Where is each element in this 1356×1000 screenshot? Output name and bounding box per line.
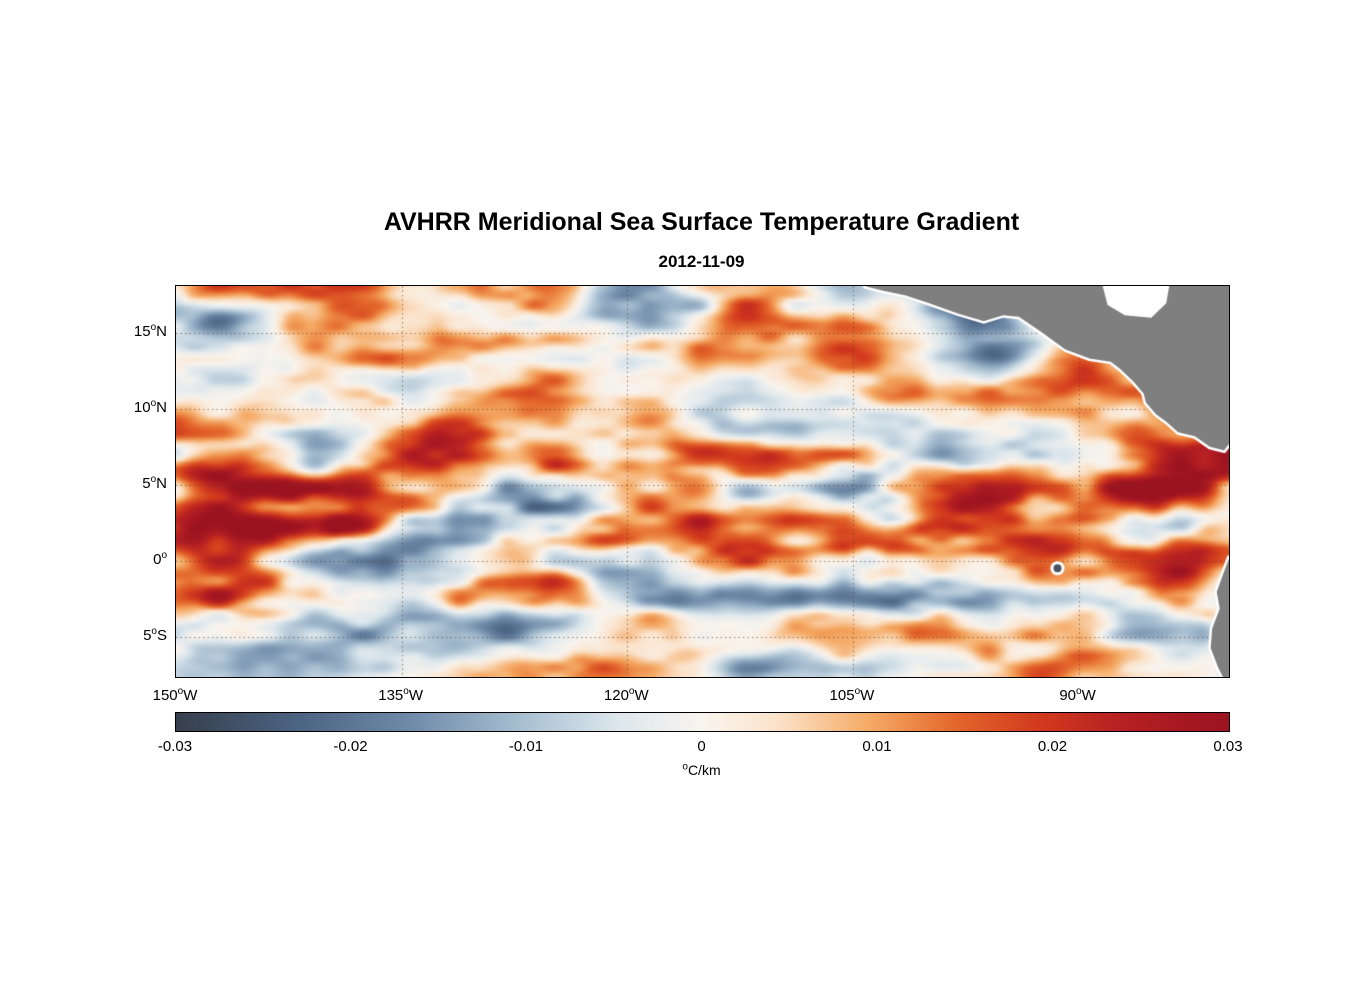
colorbar-tick-label: 0.03 <box>1213 738 1243 755</box>
x-tick-label: 120oW <box>603 686 649 705</box>
x-tick-label: 105oW <box>829 686 875 705</box>
chart-date: 2012-11-09 <box>658 252 745 271</box>
y-tick-label: 0o <box>153 550 167 569</box>
colorbar-tick-label: 0.01 <box>862 738 892 755</box>
plot-area <box>175 285 1230 678</box>
colorbar <box>175 712 1230 732</box>
y-tick-label: 5oN <box>142 474 167 493</box>
y-tick-label: 15oN <box>133 322 167 341</box>
colorbar-tick-label: -0.01 <box>508 738 544 755</box>
x-tick-label: 135oW <box>378 686 424 705</box>
colorbar-tick-label: -0.03 <box>157 738 193 755</box>
y-tick-label: 10oN <box>133 398 167 417</box>
sst-gradient-heatmap <box>176 286 1229 677</box>
chart-title: AVHRR Meridional Sea Surface Temperature… <box>383 208 1020 236</box>
x-tick-label: 90oW <box>1059 686 1096 705</box>
colorbar-tick-label: 0 <box>697 738 706 755</box>
colorbar-tick-label: -0.02 <box>333 738 368 755</box>
colorbar-tick-label: 0.02 <box>1037 738 1068 755</box>
x-tick-label: 150oW <box>152 686 198 705</box>
colorbar-unit-label: oC/km <box>682 761 721 778</box>
y-tick-label: 5oS <box>143 626 167 645</box>
